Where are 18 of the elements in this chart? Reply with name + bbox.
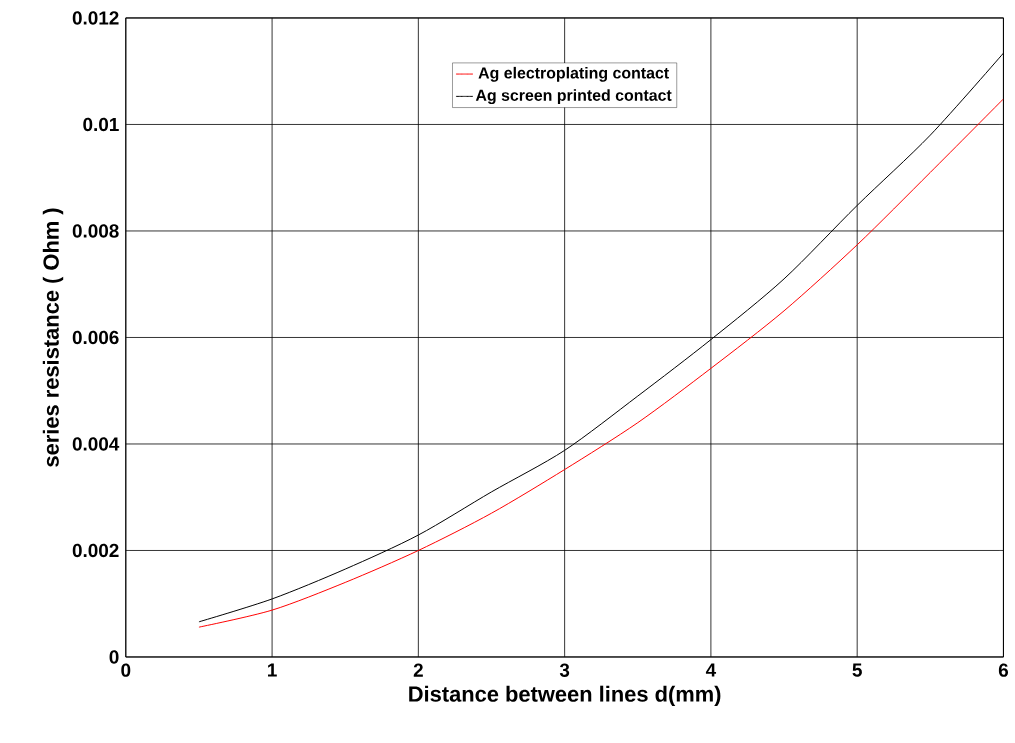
x-axis-title: Distance between lines d(mm) bbox=[409, 685, 721, 707]
y-tick-label: 0.008 bbox=[72, 224, 119, 238]
x-tick-label: 1 bbox=[268, 663, 277, 677]
x-tick-label: 6 bbox=[998, 663, 1009, 677]
y-axis-title: series resistance ( Ohm ) bbox=[42, 208, 64, 467]
x-tick-label: 5 bbox=[852, 663, 862, 677]
x-tick-label: 2 bbox=[413, 663, 423, 677]
x-tick-label: 4 bbox=[705, 663, 717, 677]
y-tick-label: 0 bbox=[109, 650, 119, 664]
y-tick-label: 0.01 bbox=[83, 117, 119, 132]
y-tick-label: 0.004 bbox=[72, 437, 120, 451]
legend-label: Ag screen printed contact bbox=[475, 89, 672, 105]
y-tick-label: 0.002 bbox=[72, 543, 119, 558]
legend-label: Ag electroplating contact bbox=[478, 66, 669, 82]
x-tick-label: 0 bbox=[121, 663, 131, 677]
x-tick-label: 3 bbox=[559, 663, 570, 677]
y-tick-label: 0.006 bbox=[72, 330, 119, 345]
y-tick-label: 0.012 bbox=[72, 11, 119, 25]
